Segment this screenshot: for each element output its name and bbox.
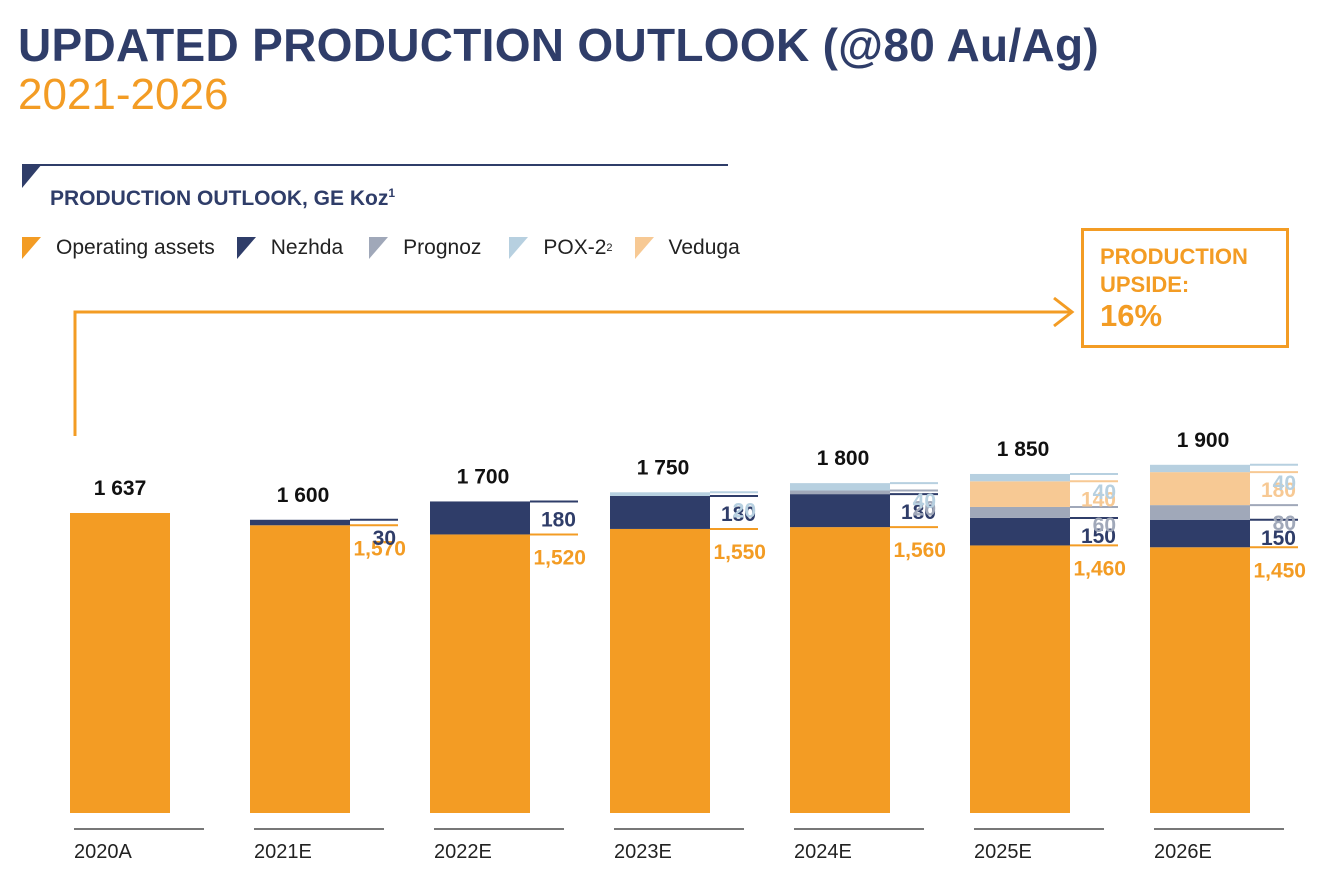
bar-segment-nezhda: [970, 517, 1070, 546]
segment-value-label: 150: [1261, 527, 1296, 550]
segment-value-label: 80: [1273, 512, 1296, 535]
bar-segment-pox-2: [610, 492, 710, 496]
bar-total-label: 1 600: [277, 484, 330, 507]
legend-swatch-icon: [509, 237, 529, 259]
legend-swatch-icon: [22, 237, 41, 259]
upside-arrow-line: [73, 310, 1070, 436]
page-title: UPDATED PRODUCTION OUTLOOK (@80 Au/Ag): [18, 19, 1100, 71]
segment-value-label: 180: [721, 503, 756, 526]
page-subtitle: 2021-2026: [18, 70, 229, 119]
chart-legend: Operating assets Nezhda Prognoz POX-2 2 V…: [22, 236, 762, 260]
bar-segment-operating-assets: [1150, 547, 1250, 813]
category-label: 2023E: [614, 841, 672, 863]
bar-segment-veduga: [970, 481, 1070, 507]
bar-segment-pox-2: [1150, 464, 1250, 473]
legend-item-nezhda: Nezhda: [236, 236, 344, 260]
chart-title-text: PRODUCTION OUTLOOK, GE Koz: [50, 187, 389, 210]
bar-segment-operating-assets: [430, 534, 530, 813]
legend-item-operating-assets: Operating assets: [22, 236, 215, 260]
segment-value-label: 150: [1081, 525, 1116, 548]
segment-value-label: 30: [373, 527, 396, 550]
bar-segment-operating-assets: [970, 545, 1070, 813]
legend-label: POX-2: [543, 236, 607, 259]
bar-segment-operating-assets: [610, 528, 710, 813]
segment-value-label: 1,460: [1073, 557, 1126, 580]
category-label: 2024E: [794, 841, 852, 863]
legend-label: Veduga: [668, 236, 740, 259]
segment-value-label: 180: [541, 508, 576, 531]
segment-value-label: 1,570: [353, 537, 406, 560]
bar-segment-prognoz: [790, 490, 890, 495]
segment-value-label: 20: [913, 497, 936, 520]
legend-label: Operating assets: [56, 236, 215, 259]
bar-segment-operating-assets: [250, 525, 350, 813]
section-divider: [22, 164, 728, 166]
legend-footnote: 2: [606, 242, 613, 254]
bar-total-label: 1 750: [637, 456, 690, 479]
bar-total-label: 1 637: [94, 477, 147, 500]
segment-value-label: 140: [1081, 488, 1116, 511]
upside-label: PRODUCTION UPSIDE:: [1100, 244, 1248, 297]
bar-segment-prognoz: [1150, 505, 1250, 520]
legend-swatch-icon: [236, 237, 256, 259]
bar-segment-prognoz: [970, 506, 1070, 518]
production-upside-callout: PRODUCTION UPSIDE: 16%: [1081, 228, 1289, 348]
category-label: 2021E: [254, 841, 312, 863]
segment-value-label: 40: [913, 490, 936, 513]
bar-total-label: 1 800: [817, 447, 870, 470]
bar-segment-nezhda: [250, 519, 350, 526]
bar-total-label: 1 850: [997, 438, 1050, 461]
arrow-head-icon: [1053, 296, 1075, 328]
category-label: 2022E: [434, 841, 492, 863]
segment-value-label: 180: [1261, 479, 1296, 502]
section-flag-icon: [22, 164, 42, 188]
category-label: 2026E: [1154, 841, 1212, 863]
segment-value-label: 40: [1093, 481, 1116, 504]
bar-segment-operating-assets: [70, 513, 170, 813]
legend-label: Nezhda: [270, 236, 344, 259]
segment-value-label: 1,550: [713, 541, 766, 564]
upside-value: 16%: [1100, 298, 1163, 333]
legend-item-pox-2: POX-2 2: [509, 236, 613, 260]
segment-value-label: 40: [1273, 472, 1296, 495]
category-label: 2025E: [974, 841, 1032, 863]
segment-value-label: 180: [901, 501, 936, 524]
bar-total-label: 1 700: [457, 465, 510, 488]
bar-segment-nezhda: [610, 495, 710, 529]
legend-item-prognoz: Prognoz: [369, 236, 481, 260]
segment-value-label: 20: [733, 499, 756, 522]
segment-value-label: 1,560: [893, 539, 946, 562]
legend-swatch-icon: [369, 237, 389, 259]
bar-segment-nezhda: [430, 501, 530, 535]
bar-segment-operating-assets: [790, 527, 890, 813]
bar-segment-veduga: [1150, 472, 1250, 506]
bar-segment-pox-2: [970, 473, 1070, 482]
legend-item-veduga: Veduga: [634, 236, 740, 260]
segment-value-label: 60: [1093, 514, 1116, 537]
segment-value-label: 1,520: [533, 546, 586, 569]
bar-segment-pox-2: [790, 483, 890, 491]
legend-label: Prognoz: [403, 236, 482, 259]
bar-segment-nezhda: [790, 494, 890, 528]
bar-total-label: 1 900: [1177, 429, 1230, 452]
legend-swatch-icon: [634, 237, 654, 259]
chart-title-footnote: 1: [388, 186, 396, 200]
bar-segment-nezhda: [1150, 519, 1250, 548]
category-label: 2020A: [74, 841, 132, 863]
chart-title: PRODUCTION OUTLOOK, GE Koz1: [50, 186, 395, 211]
segment-value-label: 1,450: [1253, 559, 1306, 582]
